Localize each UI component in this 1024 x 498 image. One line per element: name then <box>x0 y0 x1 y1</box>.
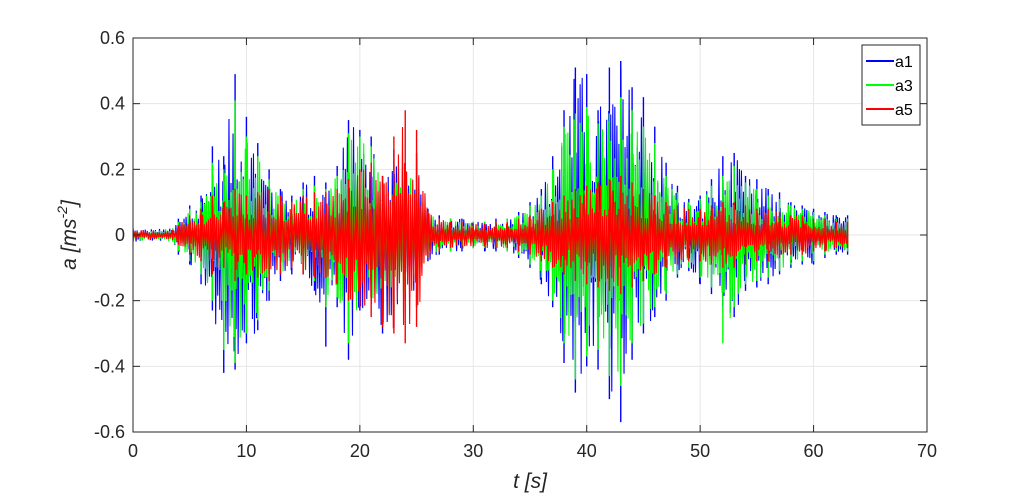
y-tick-label: -0.2 <box>94 291 125 311</box>
tick-marks <box>132 37 928 433</box>
x-tick-label: 40 <box>577 441 597 461</box>
x-tick-label: 50 <box>690 441 710 461</box>
legend-label-a3: a3 <box>895 78 913 95</box>
legend: a1 a3 a5 <box>861 44 921 126</box>
y-tick-label: 0.6 <box>100 28 125 48</box>
series-a5 <box>133 110 849 344</box>
series-line-a5 <box>133 127 848 329</box>
y-axis-label: a [ms-2] <box>54 199 81 270</box>
x-tick-label: 20 <box>350 441 370 461</box>
y-tick-labels: 0.6 0.4 0.2 0 -0.2 -0.4 -0.6 <box>94 28 125 442</box>
x-tick-labels: 0 10 20 30 40 50 60 70 <box>128 441 937 461</box>
x-tick-label: 0 <box>128 441 138 461</box>
series-layer <box>133 60 849 423</box>
x-tick-label: 60 <box>804 441 824 461</box>
y-tick-label: 0.2 <box>100 159 125 179</box>
legend-label-a5: a5 <box>895 102 913 119</box>
y-axis-label-close: ] <box>58 199 81 208</box>
y-tick-label: 0.4 <box>100 94 125 114</box>
y-axis-label-main: a [ms <box>58 218 81 270</box>
y-tick-label: 0 <box>115 225 125 245</box>
x-tick-label: 10 <box>236 441 256 461</box>
y-tick-label: -0.4 <box>94 356 125 376</box>
y-tick-label: -0.6 <box>94 422 125 442</box>
x-axis-label: t [s] <box>513 470 548 493</box>
x-tick-label: 70 <box>917 441 937 461</box>
legend-label-a1: a1 <box>895 54 913 71</box>
x-tick-label: 30 <box>463 441 483 461</box>
y-axis-label-superscript: -2 <box>54 206 70 219</box>
